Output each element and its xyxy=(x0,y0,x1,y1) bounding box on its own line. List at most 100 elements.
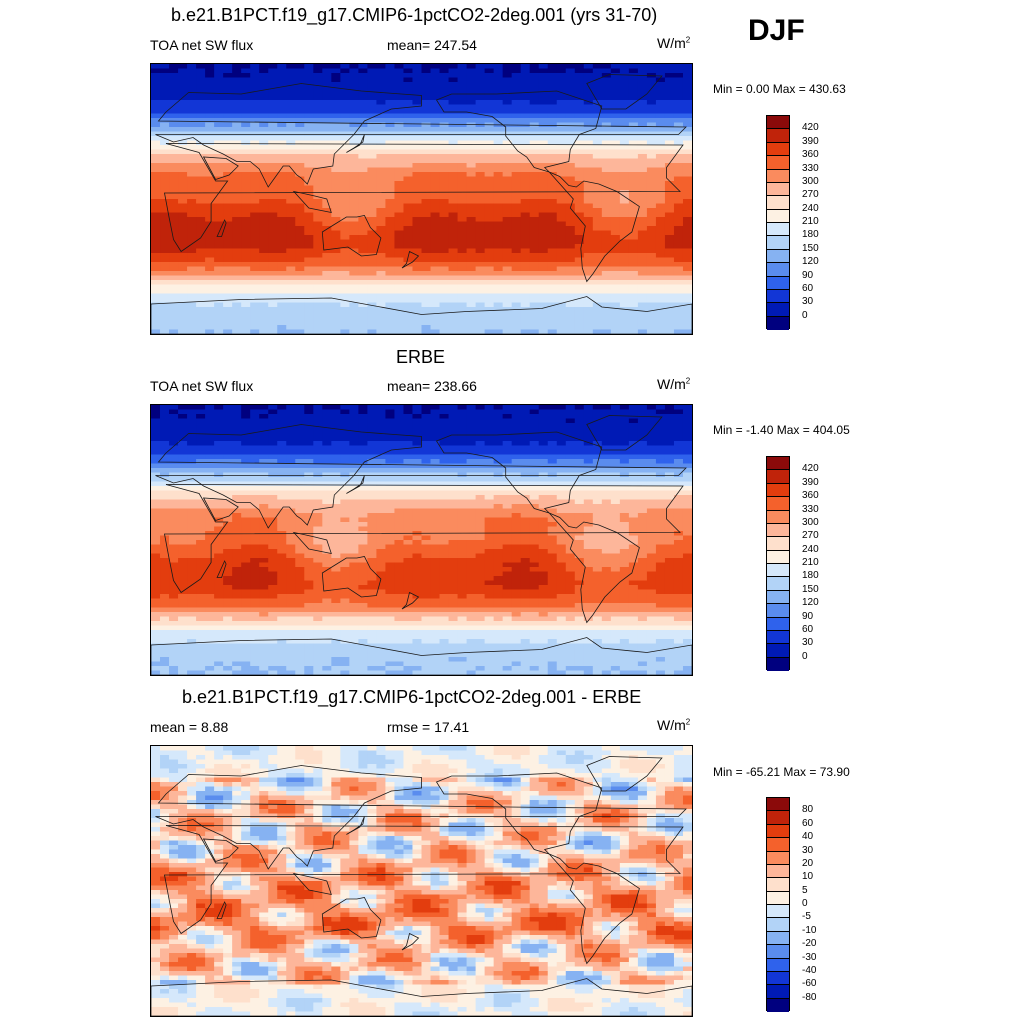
map-cell xyxy=(349,495,359,501)
map-cell xyxy=(457,248,468,254)
map-cell xyxy=(214,82,224,88)
map-cell xyxy=(664,266,675,272)
map-cell xyxy=(493,100,504,106)
map-cell xyxy=(295,221,305,227)
map-cell xyxy=(637,275,648,281)
map-cell xyxy=(277,86,287,92)
map-cell xyxy=(682,450,692,456)
map-cell xyxy=(682,82,692,88)
map-cell xyxy=(259,414,269,420)
map-cell xyxy=(376,100,387,106)
map-cell xyxy=(547,477,558,483)
map-cell xyxy=(637,176,648,182)
map-cell xyxy=(151,463,161,469)
map-cell xyxy=(466,418,477,424)
map-cell xyxy=(610,185,621,191)
map-cell xyxy=(331,441,341,447)
map-cell xyxy=(511,405,522,411)
map-cell xyxy=(367,329,378,334)
map-cell xyxy=(583,298,594,304)
map-cell xyxy=(268,289,278,295)
map-cell xyxy=(241,113,251,119)
map-cell xyxy=(205,307,215,313)
map-cell xyxy=(403,86,414,92)
map-cell xyxy=(268,325,278,331)
map-cell xyxy=(259,199,269,205)
map-cell xyxy=(430,481,441,487)
map-cell xyxy=(412,266,423,272)
map-cell xyxy=(340,293,350,299)
map-cell xyxy=(511,64,522,70)
map-cell xyxy=(196,302,206,308)
map-cell xyxy=(151,104,161,110)
map-cell xyxy=(223,320,233,326)
map-cell xyxy=(502,257,513,263)
map-cell xyxy=(448,68,459,74)
map-cell xyxy=(349,122,359,128)
map-cell xyxy=(295,486,305,492)
map-cell xyxy=(601,158,612,164)
map-cell xyxy=(421,181,432,187)
map-cell xyxy=(304,203,314,209)
map-cell xyxy=(178,266,188,272)
map-cell xyxy=(412,136,423,142)
map-cell xyxy=(304,307,314,313)
map-cell xyxy=(277,409,287,415)
map-cell xyxy=(493,68,504,74)
map-cell xyxy=(322,289,332,295)
map-cell xyxy=(322,208,332,214)
map-cell xyxy=(655,109,666,115)
map-cell xyxy=(196,477,206,483)
map-cell xyxy=(277,248,287,254)
map-cell xyxy=(520,329,531,334)
map-cell xyxy=(412,495,423,501)
map-cell xyxy=(214,248,224,254)
map-cell xyxy=(241,239,251,245)
map-cell xyxy=(358,122,368,128)
map-cell xyxy=(250,226,260,232)
map-cell xyxy=(502,459,513,465)
map-cell xyxy=(286,307,296,313)
map-cell xyxy=(331,113,341,119)
map-cell xyxy=(241,154,251,160)
map-cell xyxy=(511,244,522,250)
map-cell xyxy=(484,208,495,214)
map-cell xyxy=(493,199,504,205)
map-cell xyxy=(367,185,378,191)
map-cell xyxy=(232,140,242,146)
map-cell xyxy=(169,495,179,501)
map-cell xyxy=(538,235,549,241)
map-cell xyxy=(268,91,278,97)
map-cell xyxy=(403,257,414,263)
map-cell xyxy=(538,203,549,209)
map-cell xyxy=(151,490,161,496)
map-cell xyxy=(214,325,224,331)
map-cell xyxy=(475,208,486,214)
map-cell xyxy=(232,208,242,214)
map-cell xyxy=(484,212,495,218)
map-cell xyxy=(655,235,666,241)
map-cell xyxy=(592,481,603,487)
map-cell xyxy=(430,230,441,236)
map-cell xyxy=(250,91,260,97)
map-cell xyxy=(529,450,540,456)
map-cell xyxy=(628,441,639,447)
map-cell xyxy=(565,64,576,70)
map-cell xyxy=(583,486,594,492)
map-cell xyxy=(223,212,233,218)
map-cell xyxy=(601,275,612,281)
map-cell xyxy=(250,320,260,326)
map-cell xyxy=(511,95,522,101)
map-cell xyxy=(205,226,215,232)
map-cell xyxy=(241,284,251,290)
map-cell xyxy=(682,172,692,178)
map-cell xyxy=(286,208,296,214)
map-cell xyxy=(556,275,567,281)
map-cell xyxy=(511,158,522,164)
map-cell xyxy=(268,239,278,245)
colorbar-swatch xyxy=(767,156,789,170)
map-cell xyxy=(187,298,197,304)
map-cell xyxy=(250,486,260,492)
map-cell xyxy=(214,477,224,483)
map-cell xyxy=(475,409,486,415)
